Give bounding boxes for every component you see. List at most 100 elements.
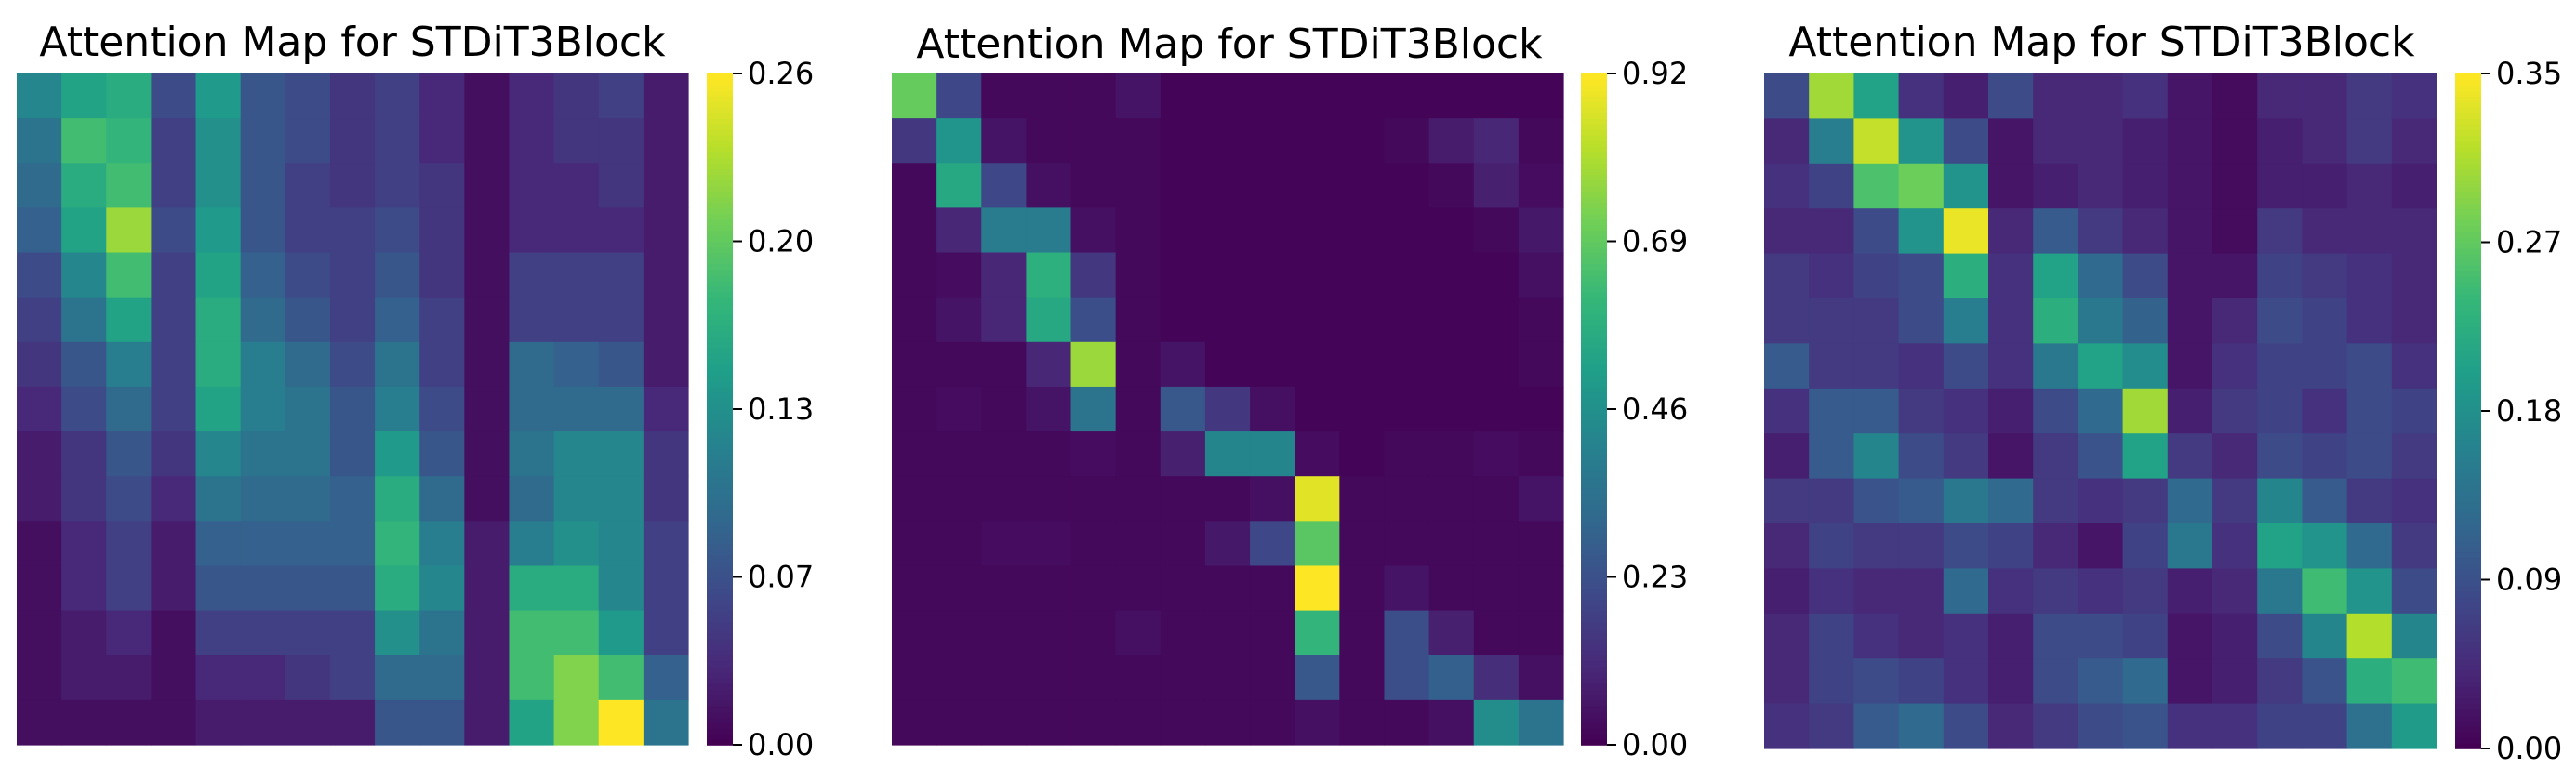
- heatmap-cell: [2302, 118, 2348, 165]
- heatmap-cell: [1943, 658, 1989, 705]
- colorbar-segment: [1581, 352, 1607, 360]
- colorbar-segment: [2455, 152, 2481, 159]
- colorbar-segment: [2455, 393, 2481, 401]
- heatmap-cell: [1115, 565, 1162, 612]
- colorbar-segment: [2455, 624, 2481, 631]
- heatmap-cell: [2033, 163, 2078, 209]
- colorbar-segment: [707, 571, 733, 578]
- heatmap-cell: [1943, 388, 1989, 434]
- colorbar-segment: [1581, 593, 1607, 601]
- heatmap-cell: [1428, 610, 1475, 656]
- heatmap-cell: [106, 252, 152, 298]
- colorbar-segment: [707, 191, 733, 198]
- heatmap-cell: [240, 655, 286, 701]
- heatmap-cell: [1026, 699, 1072, 746]
- heatmap-cell: [2302, 568, 2348, 615]
- heatmap-cell: [2346, 478, 2393, 524]
- heatmap-cell: [17, 386, 62, 432]
- heatmap-cell: [1943, 343, 1989, 390]
- colorbar-segment: [2455, 692, 2481, 699]
- heatmap-cell: [106, 297, 152, 343]
- heatmap-cell: [1988, 478, 2034, 524]
- heatmap-cell: [2257, 298, 2303, 344]
- colorbar-segment: [707, 152, 733, 159]
- heatmap-cell: [2078, 253, 2124, 299]
- heatmap-cell: [981, 431, 1027, 477]
- heatmap-cell: [643, 610, 689, 656]
- heatmap-cell: [1428, 252, 1475, 298]
- colorbar-segment: [2455, 140, 2481, 148]
- heatmap-cell: [1518, 73, 1564, 119]
- colorbar-segment: [707, 454, 733, 460]
- colorbar-segment: [707, 465, 733, 471]
- colorbar-segment: [707, 113, 733, 119]
- heatmap-cell: [2033, 298, 2078, 344]
- colorbar-segment: [1581, 157, 1607, 165]
- colorbar-segment: [1581, 90, 1607, 97]
- heatmap-cell: [329, 386, 376, 432]
- heatmap-cell: [329, 699, 376, 746]
- colorbar-segment: [1581, 476, 1607, 483]
- colorbar-segment: [1581, 319, 1607, 326]
- heatmap-cell: [2302, 433, 2348, 480]
- colorbar-segment: [1581, 135, 1607, 141]
- heatmap-cell: [1473, 73, 1520, 119]
- heatmap-cell: [1160, 610, 1206, 656]
- colorbar-segment: [2455, 310, 2481, 316]
- heatmap-cell: [1295, 341, 1340, 388]
- heatmap-cell: [2212, 163, 2258, 209]
- heatmap-cell: [1943, 253, 1989, 299]
- heatmap-cell: [1809, 118, 1854, 165]
- colorbar-segment: [707, 157, 733, 165]
- heatmap-cell: [375, 655, 420, 701]
- heatmap-cell: [1250, 297, 1295, 343]
- colorbar-tick-label: 0.27: [2496, 225, 2562, 260]
- heatmap-cell: [2257, 73, 2303, 119]
- heatmap-cell: [61, 163, 107, 208]
- colorbar-segment: [2455, 174, 2481, 181]
- heatmap-cell: [419, 341, 465, 388]
- heatmap-cell: [1428, 341, 1475, 388]
- heatmap-cell: [936, 565, 982, 612]
- colorbar-segment: [707, 660, 733, 668]
- heatmap-cell: [2391, 208, 2437, 255]
- colorbar-segment: [1581, 185, 1607, 192]
- chart-title: Attention Map for STDiT3Block: [1788, 19, 2415, 66]
- colorbar-segment: [1581, 482, 1607, 489]
- heatmap-cell: [240, 476, 286, 522]
- heatmap-cell: [1339, 655, 1386, 701]
- heatmap-cell: [1809, 73, 1854, 119]
- colorbar-segment: [707, 431, 733, 438]
- colorbar-segment: [2455, 736, 2481, 744]
- heatmap-cell: [509, 341, 555, 388]
- heatmap-cell: [553, 431, 600, 477]
- heatmap-cell: [981, 341, 1027, 388]
- heatmap-cell: [1428, 565, 1475, 612]
- heatmap-cell: [2122, 568, 2169, 615]
- heatmap-cell: [1295, 521, 1340, 567]
- colorbar-segment: [2455, 354, 2481, 362]
- heatmap-cell: [1943, 208, 1989, 255]
- heatmap-cell: [598, 118, 644, 164]
- heatmap-cell: [419, 207, 465, 254]
- colorbar-segment: [707, 638, 733, 645]
- colorbar-segment: [1581, 560, 1607, 567]
- colorbar-segment: [2455, 124, 2481, 131]
- heatmap-cell: [106, 476, 152, 522]
- heatmap-cell: [1295, 565, 1340, 612]
- heatmap-cell: [643, 341, 689, 388]
- heatmap-cell: [2033, 613, 2078, 659]
- heatmap-cell: [1943, 523, 1989, 569]
- heatmap-cell: [61, 476, 107, 522]
- heatmap-cell: [2212, 478, 2258, 524]
- heatmap-cell: [553, 73, 600, 119]
- colorbar-segment: [1581, 302, 1607, 310]
- heatmap-cell: [2346, 253, 2393, 299]
- heatmap-cell: [2212, 208, 2258, 255]
- colorbar-segment: [707, 235, 733, 243]
- heatmap-cell: [1428, 655, 1475, 701]
- heatmap-cell: [1384, 476, 1430, 522]
- heatmap-cell: [553, 297, 600, 343]
- heatmap-cell: [1026, 431, 1072, 477]
